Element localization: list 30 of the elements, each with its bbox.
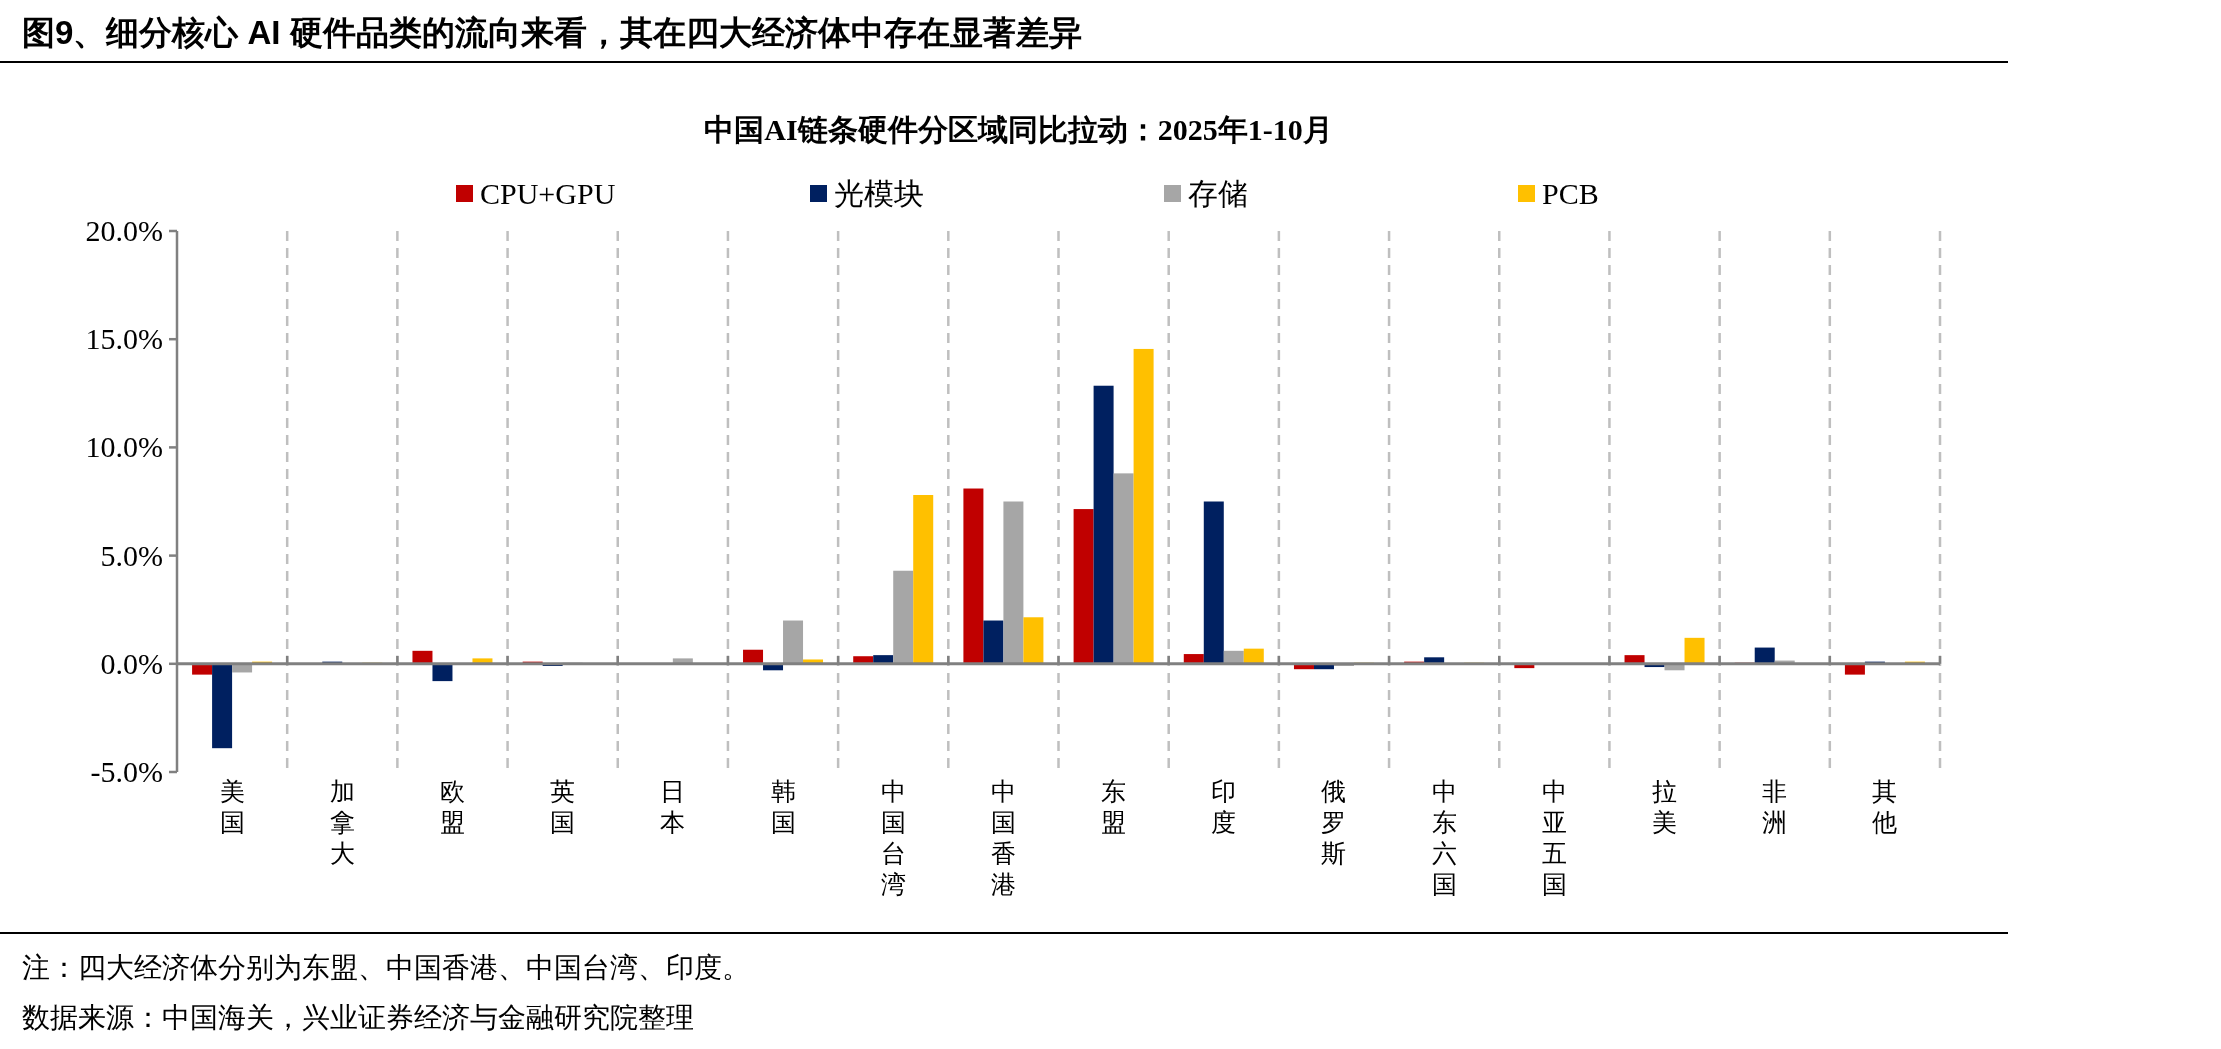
x-tick-label: 其他 [1872,778,1898,836]
text: 注：四大经济体分别为东盟、中国香港、中国台湾、印度。 [22,952,750,983]
x-tick-label: 日本 [660,778,686,836]
x-tick-label: 中国香港 [990,778,1016,898]
x-tick-label: 俄罗斯 [1321,778,1347,867]
x-tick-label: 中东六国 [1431,778,1457,898]
chart-title: 图9、细分核心 AI 硬件品类的流向来看，其在四大经济体中存在显著差异 [22,14,1082,51]
x-tick-label: 韩国 [770,778,796,836]
x-tick-label: 拉美 [1652,778,1678,836]
y-tick-label: 10.0% [85,430,163,464]
y-tick-label: 5.0% [100,538,163,572]
chart-subtitle: 中国AI链条硬件分区域同比拉动：2025年1-10月 [704,113,1333,146]
y-tick-label: 15.0% [85,322,163,356]
y-tick-label: -5.0% [90,755,163,788]
y-tick-label: 20.0% [85,214,163,247]
x-tick-label: 美国 [219,778,245,836]
source-note: 数据来源：中国海关，兴业证券经济与金融研究院整理 [22,1002,694,1033]
x-tick-label: 印度 [1211,778,1237,836]
x-tick-label: 加拿大 [329,778,355,867]
x-tick-label: 中亚五国 [1541,778,1567,898]
x-tick-label: 东盟 [1101,778,1127,836]
x-tick-label: 欧盟 [439,778,465,836]
y-tick-label: 0.0% [100,646,163,680]
x-tick-label: 非洲 [1762,778,1788,836]
x-tick-label: 中国台湾 [880,778,906,898]
x-tick-label: 英国 [550,778,576,836]
legend-label: CPU+GPU [480,177,616,210]
legend-label: 光模块 [834,177,924,210]
legend-label: 存储 [1188,177,1248,210]
legend-label: PCB [1542,177,1599,210]
